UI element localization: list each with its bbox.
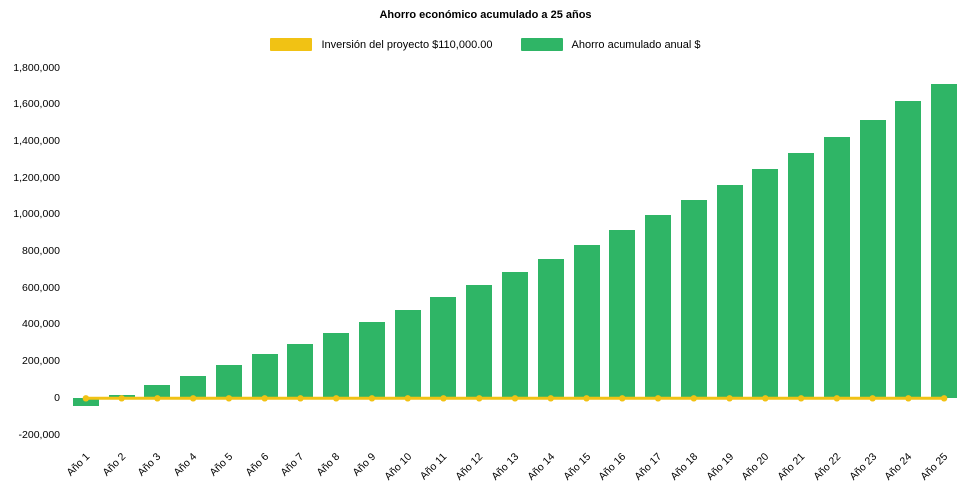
y-axis-tick-label: -200,000 xyxy=(18,428,60,441)
bar xyxy=(323,333,350,399)
bar xyxy=(680,200,707,399)
bar xyxy=(251,354,278,399)
y-axis-tick-label: 1,600,000 xyxy=(13,98,60,111)
bar xyxy=(716,185,743,399)
bar xyxy=(895,101,922,399)
y-axis-tick-label: 400,000 xyxy=(22,318,60,331)
bar xyxy=(609,230,636,399)
bar xyxy=(108,394,135,399)
y-axis-tick-label: 600,000 xyxy=(22,281,60,294)
legend-item-savings: Ahorro acumulado anual $ xyxy=(520,38,701,51)
bar xyxy=(394,310,421,399)
bar xyxy=(358,322,385,399)
bar xyxy=(215,365,242,399)
legend-label-investment: Inversión del proyecto $110,000.00 xyxy=(321,38,493,51)
chart-title: Ahorro económico acumulado a 25 años xyxy=(379,9,592,21)
bar xyxy=(502,271,528,399)
bar xyxy=(72,398,99,406)
bar xyxy=(645,214,672,399)
bar xyxy=(430,297,457,399)
y-axis-tick-label: 200,000 xyxy=(22,355,60,368)
savings-swatch-icon xyxy=(520,38,563,51)
bar xyxy=(573,245,600,399)
bar xyxy=(931,83,958,399)
y-axis-tick-label: 1,400,000 xyxy=(13,134,60,147)
y-axis-tick-label: 1,800,000 xyxy=(13,61,60,74)
bar xyxy=(466,285,493,399)
legend-label-savings: Ahorro acumulado anual $ xyxy=(571,38,701,51)
bar xyxy=(859,120,886,399)
y-axis-tick-label: 800,000 xyxy=(22,245,60,257)
y-axis-tick-label: 1,000,000 xyxy=(13,208,60,221)
chart-legend: Inversión del proyecto $110,000.00 Ahorr… xyxy=(0,38,971,51)
bar xyxy=(823,136,850,399)
bar xyxy=(144,385,171,399)
bar xyxy=(752,168,779,399)
bar xyxy=(180,376,207,399)
investment-swatch-icon xyxy=(270,38,313,51)
bar xyxy=(537,258,564,399)
x-axis-tick-label: Año 1 xyxy=(64,450,93,479)
legend-item-investment: Inversión del proyecto $110,000.00 xyxy=(270,38,493,51)
y-axis-tick-label: 0 xyxy=(54,391,60,404)
bar xyxy=(788,153,815,399)
y-axis-tick-label: 1,200,000 xyxy=(13,171,60,184)
bar xyxy=(287,344,314,399)
